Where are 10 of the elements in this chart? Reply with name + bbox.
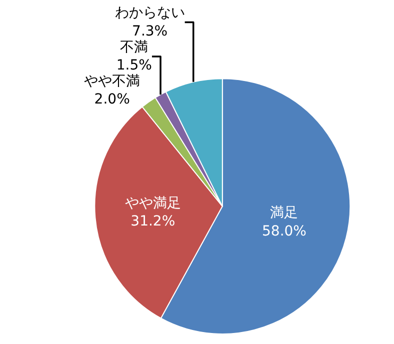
data-label: 31.2% (130, 214, 176, 230)
slice-label: やや満足 (124, 195, 181, 212)
data-label: 2.0% (94, 92, 130, 108)
data-label: 7.3% (132, 23, 168, 40)
slice-label: わからない (114, 5, 185, 22)
slice-label: 不満 (120, 39, 148, 56)
slice-label: 満足 (270, 205, 298, 222)
data-label: 1.5% (116, 58, 152, 74)
slice-label: やや不満 (84, 74, 140, 90)
data-label: 58.0% (262, 223, 306, 240)
